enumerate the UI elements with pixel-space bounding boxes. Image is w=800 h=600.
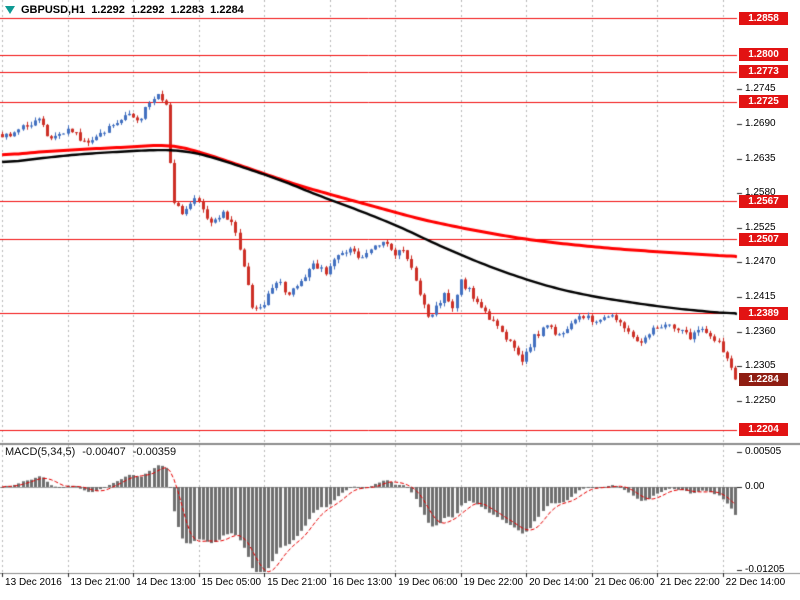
symbol-timeframe-label: GBPUSD,H1 — [21, 4, 86, 16]
macd-main-value: -0.00407 — [82, 446, 126, 458]
chart-header: GBPUSD,H1 1.2292 1.2292 1.2283 1.2284 — [5, 4, 244, 16]
quote-low: 1.2283 — [170, 4, 205, 16]
macd-name: MACD(5,34,5) — [5, 446, 76, 458]
macd-indicator-label: MACD(5,34,5) -0.00407 -0.00359 — [5, 446, 176, 458]
quote-open: 1.2292 — [91, 4, 125, 16]
quote-high: 1.2292 — [130, 4, 165, 16]
platform-logo-icon — [5, 6, 15, 14]
macd-signal-value: -0.00359 — [132, 446, 177, 458]
quote-close: 1.2284 — [210, 4, 244, 16]
